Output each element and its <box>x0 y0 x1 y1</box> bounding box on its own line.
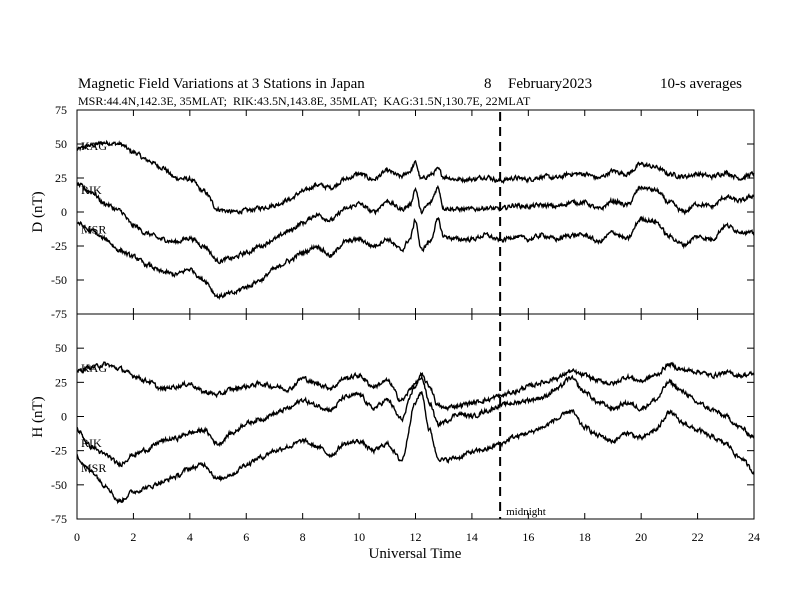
x-tick-label: 24 <box>748 530 760 544</box>
y-tick-label: -75 <box>51 307 67 321</box>
y-tick-label: 75 <box>55 103 67 117</box>
x-tick-label: 0 <box>74 530 80 544</box>
y-tick-label: 25 <box>55 171 67 185</box>
panel-d: D (nT) 75 50 25 0 -25 -50 -75 KAG RIK MSR <box>30 103 755 321</box>
x-tick-label: 14 <box>466 530 478 544</box>
x-tick-label: 20 <box>635 530 647 544</box>
x-tick-label: 4 <box>187 530 193 544</box>
series-label-msr: MSR <box>81 222 106 236</box>
y-tick-label: 50 <box>55 341 67 355</box>
x-tick-label: 2 <box>130 530 136 544</box>
chart-averaging: 10-s averages <box>660 76 742 92</box>
x-axis-ticks: 0 2 4 6 8 10 12 14 16 18 20 22 24 <box>74 110 760 544</box>
series-label-rik: RIK <box>81 436 102 450</box>
chart-date-day: 8 <box>484 76 492 92</box>
series-line-msr <box>76 215 755 301</box>
y-tick-label: -25 <box>51 444 67 458</box>
series-line-rik <box>76 181 755 265</box>
x-tick-label: 16 <box>522 530 534 544</box>
panel-h-frame <box>76 313 755 520</box>
panel-d-series-labels: KAG RIK MSR <box>81 139 107 236</box>
chart-title: Magnetic Field Variations at 3 Stations … <box>78 76 365 92</box>
x-axis-label: Universal Time <box>369 546 462 562</box>
series-label-kag: KAG <box>81 139 107 153</box>
series-label-msr: MSR <box>81 461 106 475</box>
series-line-kag <box>76 360 755 412</box>
y-tick-label: 0 <box>61 205 67 219</box>
series-label-kag: KAG <box>81 361 107 375</box>
panel-d-series <box>76 139 755 301</box>
series-line-kag <box>76 139 755 215</box>
y-tick-label: 25 <box>55 375 67 389</box>
x-tick-label: 6 <box>243 530 249 544</box>
y-tick-label: -50 <box>51 273 67 287</box>
panel-d-ylabel: D (nT) <box>30 191 46 232</box>
panel-d-yticks: 75 50 25 0 -25 -50 -75 <box>51 103 754 321</box>
x-tick-label: 8 <box>300 530 306 544</box>
series-label-rik: RIK <box>81 183 102 197</box>
x-tick-label: 10 <box>353 530 365 544</box>
panel-d-frame <box>76 109 755 315</box>
panel-h-series <box>76 360 755 505</box>
stations-info: MSR:44.4N,142.3E, 35MLAT; RIK:43.5N,143.… <box>78 94 531 108</box>
panel-h: H (nT) 50 25 0 -25 -50 -75 KAG RIK MSR <box>30 313 755 526</box>
x-tick-label: 22 <box>692 530 704 544</box>
panel-h-yticks: 50 25 0 -25 -50 -75 <box>51 341 754 526</box>
midnight-label: midnight <box>506 506 546 518</box>
chart-date-month-year: February2023 <box>508 76 592 92</box>
x-tick-label: 18 <box>579 530 591 544</box>
series-line-msr <box>76 391 755 505</box>
y-tick-label: -75 <box>51 512 67 526</box>
panel-h-series-labels: KAG RIK MSR <box>81 361 107 475</box>
series-line-rik <box>76 374 755 468</box>
panel-h-ylabel: H (nT) <box>30 396 46 437</box>
y-tick-label: 0 <box>61 410 67 424</box>
y-tick-label: -50 <box>51 478 67 492</box>
y-tick-label: 50 <box>55 137 67 151</box>
y-tick-label: -25 <box>51 239 67 253</box>
x-tick-label: 12 <box>410 530 422 544</box>
